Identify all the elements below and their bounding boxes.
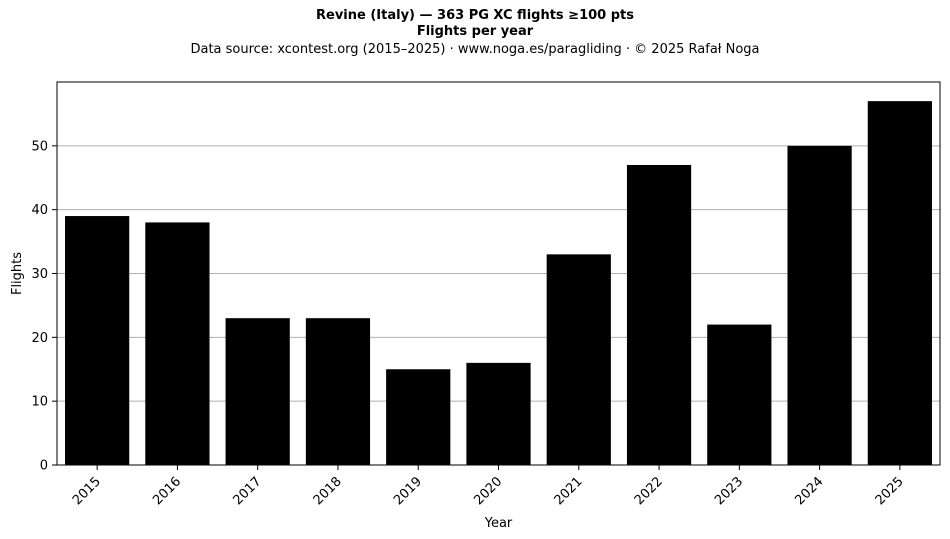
bar-2025 <box>867 101 932 466</box>
y-axis-label: Flights <box>10 252 25 295</box>
bar-2015 <box>65 216 130 465</box>
bar-2023 <box>707 324 772 465</box>
chart-title: Revine (Italy) — 363 PG XC flights ≥100 … <box>316 8 634 23</box>
data-source-note: Data source: xcontest.org (2015–2025) · … <box>190 42 760 57</box>
x-tick-label-2020: 2020 <box>471 474 505 508</box>
bar-2018 <box>305 318 371 465</box>
chart-titles: Revine (Italy) — 363 PG XC flights ≥100 … <box>0 8 950 59</box>
x-axis: 2015 2016 2017 2018 2019 2020 2021 2022 2023 2024… <box>70 465 907 508</box>
x-tick-label-2021: 2021 <box>552 474 586 508</box>
bar-2019 <box>386 369 451 465</box>
y-tick-label-40: 40 <box>31 203 48 218</box>
y-axis: 0 10 20 30 40 50 <box>31 139 57 474</box>
x-tick-label-2017: 2017 <box>231 474 265 508</box>
chart-subtitle: Flights per year <box>416 24 534 39</box>
x-tick-label-2022: 2022 <box>632 474 666 508</box>
bar-2016 <box>145 222 210 465</box>
bars <box>65 101 932 466</box>
x-tick-label-2016: 2016 <box>150 474 184 508</box>
bar-2020 <box>466 362 531 465</box>
bar-2024 <box>787 145 852 466</box>
y-tick-label-0: 0 <box>40 459 48 474</box>
x-tick-label-2024: 2024 <box>792 474 826 508</box>
y-tick-label-10: 10 <box>31 395 48 410</box>
y-tick-label-30: 30 <box>31 267 48 282</box>
x-tick-label-2015: 2015 <box>70 474 104 508</box>
x-tick-label-2023: 2023 <box>712 474 746 508</box>
x-tick-label-2018: 2018 <box>311 474 345 508</box>
bar-2021 <box>546 254 611 465</box>
x-tick-label-2025: 2025 <box>873 474 907 508</box>
y-tick-label-50: 50 <box>31 139 48 154</box>
x-axis-label: Year <box>484 516 513 531</box>
bar-2022 <box>626 164 692 465</box>
x-tick-label-2019: 2019 <box>391 474 425 508</box>
bar-2017 <box>225 318 290 465</box>
y-tick-label-20: 20 <box>31 331 48 346</box>
